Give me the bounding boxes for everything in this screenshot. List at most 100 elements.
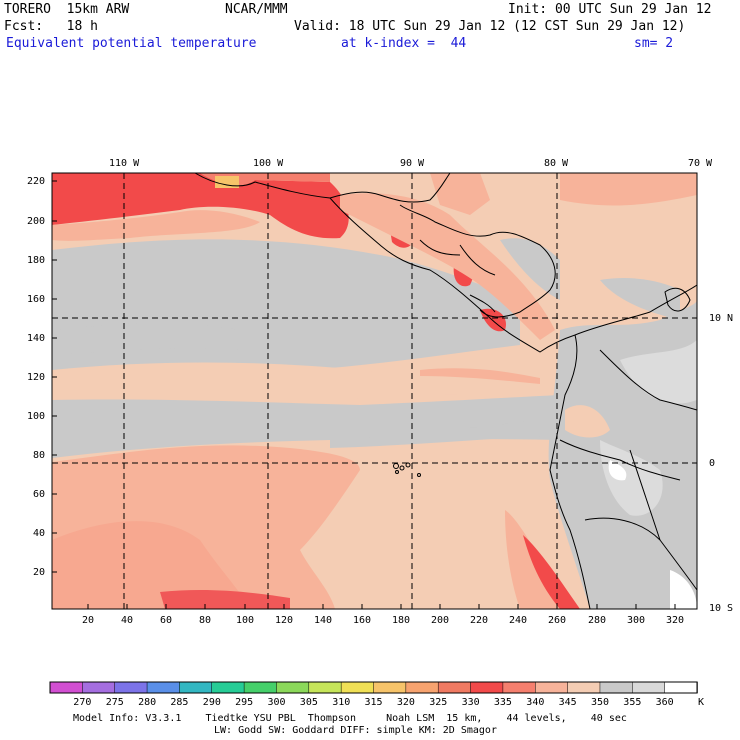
lon-label: 80 W [544,158,569,169]
x-tick-label: 20 [82,615,95,626]
colorbar-label: 360 [655,697,674,708]
y-tick-label: 40 [33,528,46,539]
colorbar-swatch [599,681,634,694]
grey-band-north-inner [52,323,240,355]
colorbar-label: 350 [591,697,610,708]
colorbar-swatch [276,681,310,694]
x-tick-label: 260 [548,615,567,626]
x-tick-label: 60 [160,615,173,626]
grey-band-south [52,395,560,458]
colorbar-swatch [49,681,84,694]
colorbar-label: 330 [461,697,480,708]
colorbar-swatch [437,681,472,694]
colorbar-label: 305 [299,697,318,708]
x-tick-label: 220 [470,615,489,626]
colorbar-label: 310 [332,697,351,708]
colorbar-swatch [502,681,536,694]
colorbar-swatch [179,681,213,694]
lat-label: 0 [709,458,716,469]
y-tick-label: 100 [27,411,46,422]
y-tick-label: 140 [27,333,46,344]
colorbar-swatch [146,681,181,694]
colorbar-swatch [114,681,148,694]
x-tick-label: 100 [236,615,255,626]
colorbar-label: 270 [73,697,92,708]
y-tick-label: 200 [27,216,46,227]
center-name: NCAR/MMM [225,2,288,17]
x-tick-label: 240 [509,615,528,626]
model-info-line1: Model Info: V3.3.1 Tiedtke YSU PBL Thomp… [73,713,627,724]
colorbar-label: 280 [138,697,157,708]
x-tick-label: 40 [121,615,134,626]
colorbar [49,681,698,694]
colorbar-label: 320 [396,697,415,708]
colorbar-swatch [340,681,375,694]
colorbar-swatch [211,681,245,694]
map-field [52,173,697,609]
lon-label: 70 W [688,158,713,169]
x-tick-label: 80 [199,615,212,626]
colorbar-label: 275 [105,697,124,708]
peach-band [52,362,540,400]
colorbar-label: 345 [558,697,577,708]
lat-lon-grid [52,173,697,609]
red-region-north [52,173,349,239]
colorbar-label: 315 [364,697,383,708]
colorbar-label: 295 [235,697,254,708]
plot-frame [51,172,698,610]
x-tick-label: 120 [275,615,294,626]
model-info-line2: LW: Godd SW: Goddard DIFF: simple KM: 2D… [214,725,497,736]
x-tick-label: 160 [353,615,372,626]
x-axis-ticks [87,604,676,609]
forecast-hour: Fcst: 18 h [4,19,98,34]
y-tick-label: 80 [33,450,46,461]
y-tick-label: 20 [33,567,46,578]
colorbar-swatch [82,681,116,694]
x-tick-label: 200 [431,615,450,626]
land-central-america [340,193,555,340]
smoothing: sm= 2 [634,36,674,51]
x-tick-label: 180 [392,615,411,626]
x-tick-label: 280 [588,615,607,626]
field-name: Equivalent potential temperature [6,36,257,51]
colorbar-swatch [470,681,504,694]
lon-label: 100 W [253,158,284,169]
x-tick-label: 140 [314,615,333,626]
colorbar-label: 300 [267,697,286,708]
y-tick-label: 180 [27,255,46,266]
red-coast-peru [523,535,580,609]
level-index: at k-index = 44 [341,36,467,51]
colorbar-swatch [567,681,601,694]
colorbar-unit: K [698,697,705,708]
x-tick-label: 300 [627,615,646,626]
colorbar-swatch [632,681,666,694]
colorbar-swatch [535,681,569,694]
colorbar-label: 355 [623,697,642,708]
colorbar-label: 340 [526,697,545,708]
red-strip-south [160,590,290,609]
x-tick-label: 320 [666,615,685,626]
lon-label: 110 W [109,158,140,169]
colorbar-swatch [405,681,439,694]
colorbar-swatch [308,681,342,694]
colorbar-label: 325 [429,697,448,708]
colorbar-swatch [664,681,698,694]
valid-time: Valid: 18 UTC Sun 29 Jan 12 (12 CST Sun … [294,19,686,34]
colorbar-frame [49,681,698,694]
coastlines [194,173,697,609]
colorbar-label: 335 [493,697,512,708]
y-tick-label: 220 [27,176,46,187]
y-axis-ticks [52,180,57,573]
colorbar-swatch [243,681,278,694]
colorbar-label: 290 [202,697,221,708]
init-time: Init: 00 UTC Sun 29 Jan 12 [508,2,712,17]
colorbar-swatch [373,681,407,694]
lat-label: 10 N [709,313,734,324]
lat-label: 10 S [709,603,734,614]
y-tick-label: 60 [33,489,46,500]
lon-label: 90 W [400,158,425,169]
y-tick-label: 120 [27,372,46,383]
colorbar-label: 285 [170,697,189,708]
model-name: TORERO 15km ARW [4,2,130,17]
